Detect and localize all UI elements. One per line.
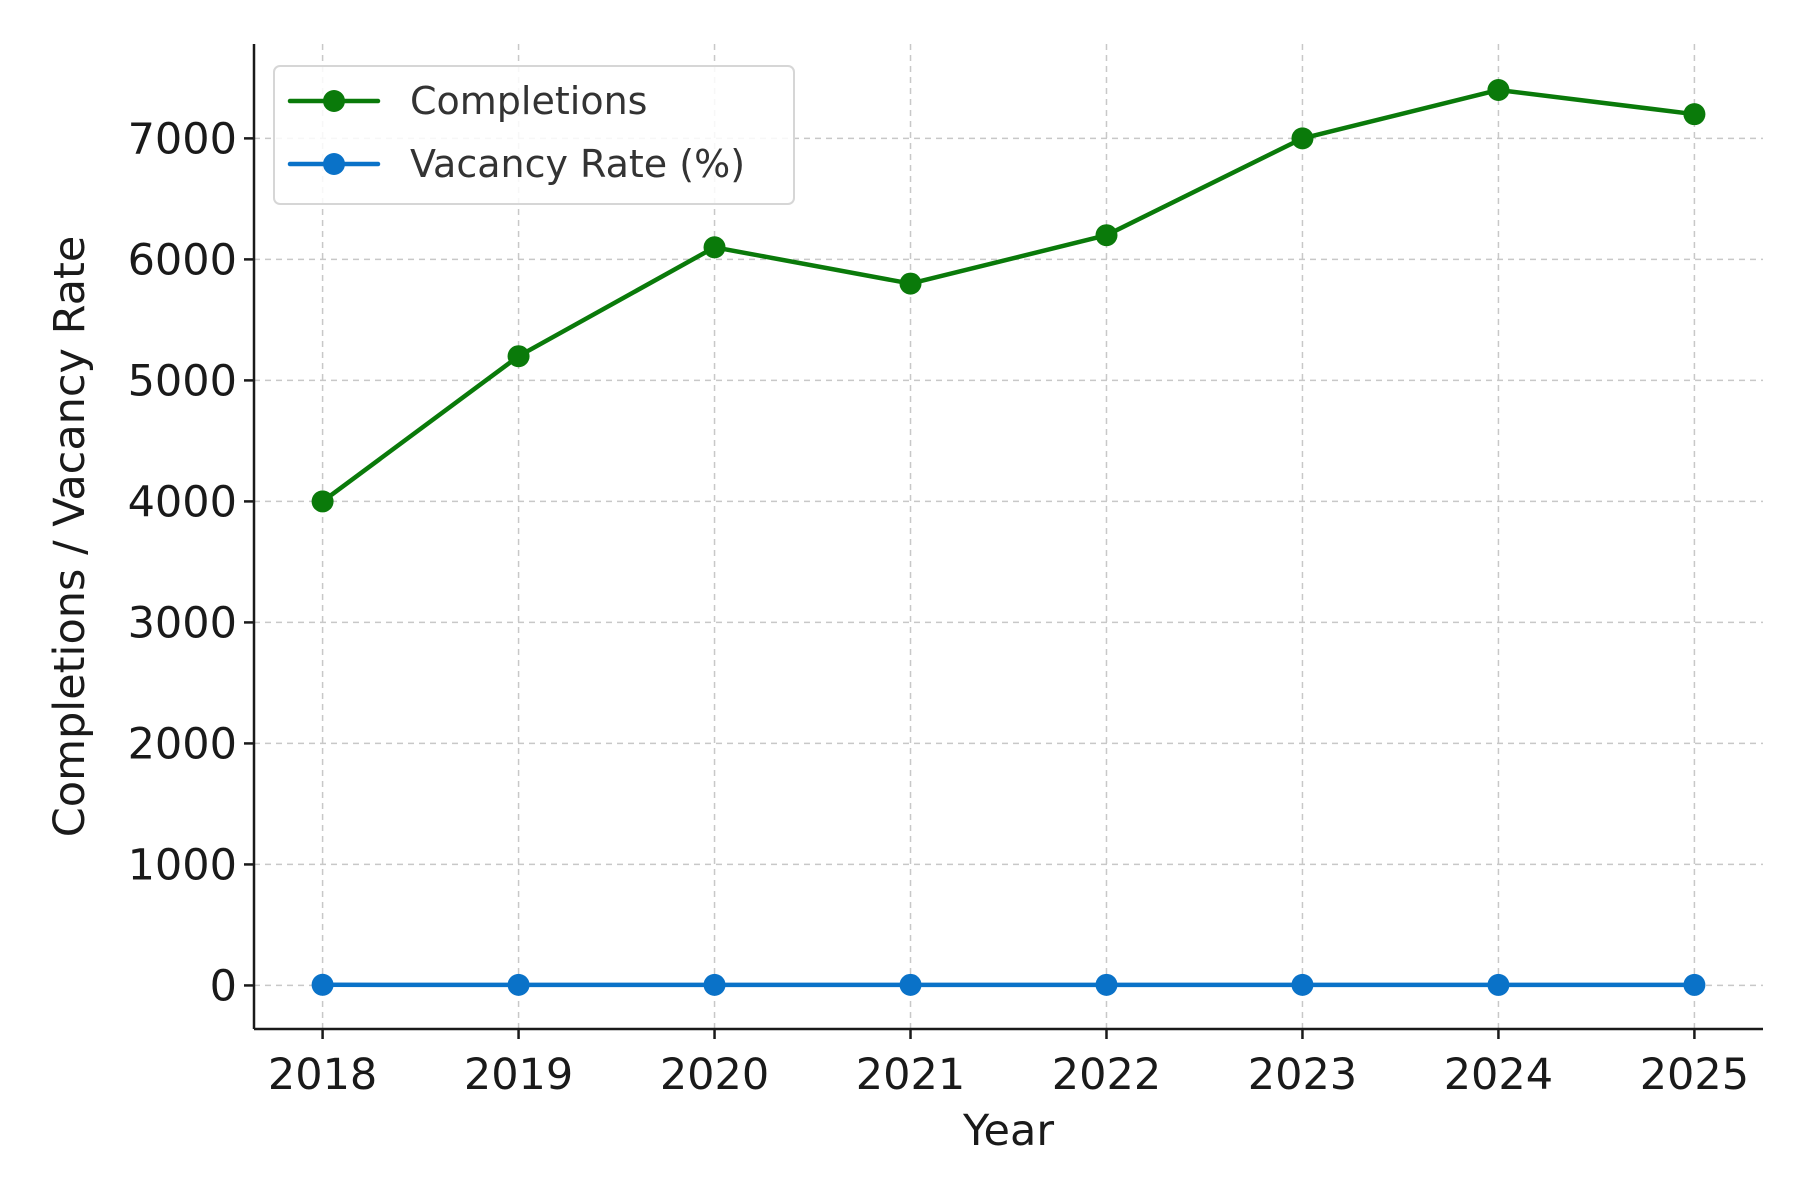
legend-entry-vacancy-rate: Vacancy Rate (%) [287,142,745,186]
data-point-vacancy-rate [1683,973,1706,996]
y-tick-label: 4000 [128,477,237,527]
y-tick-label: 3000 [128,598,237,648]
data-point-vacancy-rate [1095,973,1118,996]
legend-marker [323,90,345,112]
data-point-completions [1683,103,1706,126]
data-point-completions [1487,78,1510,101]
legend-label: Vacancy Rate (%) [410,142,745,186]
x-axis-label: Year [962,1106,1054,1156]
x-tick-label: 2022 [1052,1050,1161,1100]
axes: 2018 2019 2020 2021 2022 2023 2024 2025 0 1000 200… [128,44,1763,1100]
x-tick-label: 2018 [268,1050,377,1100]
series-group [311,78,1706,996]
y-tick-label: 1000 [128,840,237,890]
data-point-vacancy-rate [1291,973,1314,996]
data-point-vacancy-rate [311,973,334,996]
x-tick-label: 2020 [660,1050,769,1100]
legend: Completions Vacancy Rate (%) [273,65,795,205]
data-point-vacancy-rate [1487,973,1510,996]
series-line-completions [320,87,1697,504]
data-point-vacancy-rate [899,973,922,996]
data-point-completions [1095,224,1118,247]
y-tick-label: 5000 [128,356,237,406]
x-tick-label: 2019 [464,1050,573,1100]
data-point-completions [507,345,530,368]
y-tick-label: 6000 [128,235,237,285]
data-point-vacancy-rate [507,973,530,996]
x-tick-label: 2021 [856,1050,965,1100]
y-tick-label: 2000 [128,719,237,769]
y-tick-label: 0 [210,961,237,1011]
y-axis-label: Completions / Vacancy Rate [45,236,95,838]
data-point-completions [703,236,726,259]
legend-marker [323,153,345,175]
series-vacancy-rate [311,973,1706,996]
data-point-completions [1291,127,1314,150]
legend-frame [273,65,795,205]
data-point-vacancy-rate [703,973,726,996]
x-tick-label: 2023 [1248,1050,1357,1100]
data-point-completions [899,272,922,295]
x-tick-label: 2025 [1640,1050,1749,1100]
legend-label: Completions [410,79,647,123]
data-point-completions [311,490,334,513]
x-tick-label: 2024 [1444,1050,1553,1100]
series-completions [311,78,1706,513]
legend-entry-completions: Completions [287,79,647,123]
y-tick-label: 7000 [128,114,237,164]
